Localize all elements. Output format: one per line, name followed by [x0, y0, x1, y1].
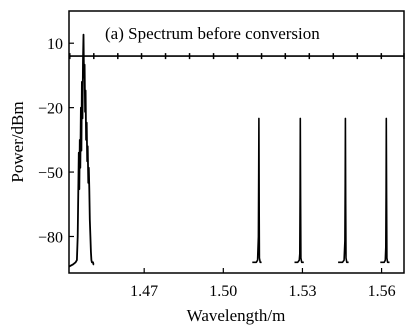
- axis-layer: 1.47 1.50 1.53 1.56 10 −20 −50 −80: [38, 36, 396, 300]
- spectrum-series-line: [380, 117, 390, 264]
- y-axis-label: Power/dBm: [8, 101, 27, 182]
- series-layer: [68, 33, 390, 268]
- y-tick-label: 10: [47, 36, 63, 53]
- chart-title: (a) Spectrum before conversion: [105, 24, 320, 43]
- y-tick-label: −80: [38, 229, 63, 246]
- x-tick-label: 1.50: [209, 283, 237, 300]
- x-tick-label: 1.47: [130, 283, 158, 300]
- x-tick-label: 1.56: [368, 283, 396, 300]
- y-tick-label: −50: [38, 165, 63, 182]
- plot-frame: [68, 10, 405, 274]
- x-tick-label: 1.53: [288, 283, 316, 300]
- spectrum-series-line: [68, 33, 95, 268]
- spectrum-series-line: [294, 117, 304, 264]
- spectrum-series-line: [252, 117, 262, 264]
- x-axis-label: Wavelength/m: [187, 306, 286, 325]
- reference-line-layer: [69, 53, 405, 60]
- spectrum-series-line: [338, 117, 349, 264]
- y-tick-label: −20: [38, 101, 63, 118]
